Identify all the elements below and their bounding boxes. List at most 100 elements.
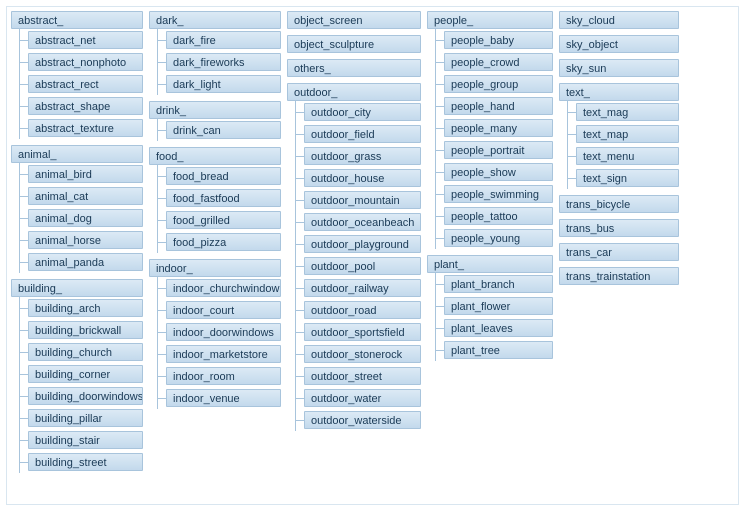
tree-node-child[interactable]: abstract_rect — [28, 75, 143, 93]
tree-node-child[interactable]: people_swimming — [444, 185, 553, 203]
tree-node-parent[interactable]: abstract_ — [11, 11, 143, 29]
tree-node-child[interactable]: abstract_shape — [28, 97, 143, 115]
tree-connector — [20, 308, 28, 309]
tree-node-child[interactable]: people_show — [444, 163, 553, 181]
tree-node-child[interactable]: animal_bird — [28, 165, 143, 183]
tree-node-child[interactable]: outdoor_railway — [304, 279, 421, 297]
tree-node-child[interactable]: dark_fire — [166, 31, 281, 49]
tree-node-child[interactable]: people_tattoo — [444, 207, 553, 225]
tree-node-parent[interactable]: text_ — [559, 83, 679, 101]
tree-node-parent[interactable]: object_screen — [287, 11, 421, 29]
tree-node-child[interactable]: dark_fireworks — [166, 53, 281, 71]
tree-node-child[interactable]: outdoor_city — [304, 103, 421, 121]
column-2: dark_ dark_fire dark_fireworks dark_lightdr… — [149, 11, 281, 409]
tree-node-child[interactable]: building_arch — [28, 299, 143, 317]
tree-node-child[interactable]: outdoor_playground — [304, 235, 421, 253]
tree-node-child[interactable]: plant_branch — [444, 275, 553, 293]
tree-node-parent[interactable]: sky_cloud — [559, 11, 679, 29]
tree-node-parent[interactable]: trans_bicycle — [559, 195, 679, 213]
tree-node-child[interactable]: building_church — [28, 343, 143, 361]
tree-node-child[interactable]: outdoor_field — [304, 125, 421, 143]
tree-node-parent[interactable]: trans_bus — [559, 219, 679, 237]
tree-node-child[interactable]: drink_can — [166, 121, 281, 139]
tree-node-child[interactable]: outdoor_oceanbeach — [304, 213, 421, 231]
tree-node-child[interactable]: indoor_churchwindow — [166, 279, 281, 297]
tree-node-child[interactable]: food_bread — [166, 167, 281, 185]
tree-node-child[interactable]: people_crowd — [444, 53, 553, 71]
tree-connector — [296, 222, 304, 223]
tree-node-child[interactable]: plant_leaves — [444, 319, 553, 337]
tree-node-child[interactable]: indoor_venue — [166, 389, 281, 407]
tree-node-child[interactable]: outdoor_mountain — [304, 191, 421, 209]
tree-node-parent[interactable]: drink_ — [149, 101, 281, 119]
tree-node-child[interactable]: outdoor_stonerock — [304, 345, 421, 363]
tree-node-child[interactable]: plant_tree — [444, 341, 553, 359]
tree-node-child[interactable]: food_grilled — [166, 211, 281, 229]
tree-node-child[interactable]: plant_flower — [444, 297, 553, 315]
tree-child-row: people_tattoo — [436, 205, 553, 227]
tree-node-child[interactable]: building_corner — [28, 365, 143, 383]
tree-node-child[interactable]: food_pizza — [166, 233, 281, 251]
tree-node-parent[interactable]: food_ — [149, 147, 281, 165]
tree-node-parent[interactable]: animal_ — [11, 145, 143, 163]
tree-node-child[interactable]: outdoor_waterside — [304, 411, 421, 429]
tree-node-child[interactable]: outdoor_street — [304, 367, 421, 385]
tree-node-child[interactable]: abstract_nonphoto — [28, 53, 143, 71]
tree-node-child[interactable]: animal_panda — [28, 253, 143, 271]
tree-node-child[interactable]: building_brickwall — [28, 321, 143, 339]
tree-node-parent[interactable]: others_ — [287, 59, 421, 77]
tree-node-child[interactable]: outdoor_water — [304, 389, 421, 407]
tree-node-parent[interactable]: trans_car — [559, 243, 679, 261]
tree-node-child[interactable]: text_mag — [576, 103, 679, 121]
tree-node-parent[interactable]: trans_trainstation — [559, 267, 679, 285]
tree-node-child[interactable]: text_menu — [576, 147, 679, 165]
tree-node-child[interactable]: dark_light — [166, 75, 281, 93]
tree-node-child[interactable]: people_hand — [444, 97, 553, 115]
tree-child-row: people_portrait — [436, 139, 553, 161]
tree-node-child[interactable]: indoor_court — [166, 301, 281, 319]
tree-node-child[interactable]: animal_dog — [28, 209, 143, 227]
tree-node-child[interactable]: outdoor_grass — [304, 147, 421, 165]
tree-child-row: abstract_rect — [20, 73, 143, 95]
tree-node-child[interactable]: indoor_marketstore — [166, 345, 281, 363]
tree-node-parent[interactable]: sky_sun — [559, 59, 679, 77]
tree-node-child[interactable]: outdoor_road — [304, 301, 421, 319]
tree-connector — [158, 354, 166, 355]
tree-node-child[interactable]: people_group — [444, 75, 553, 93]
tree-node-parent[interactable]: object_sculpture — [287, 35, 421, 53]
tree-node-child[interactable]: indoor_room — [166, 367, 281, 385]
tree-connector — [568, 134, 576, 135]
tree-node-child[interactable]: people_baby — [444, 31, 553, 49]
tree-node-child[interactable]: building_stair — [28, 431, 143, 449]
tree-node-child[interactable]: abstract_net — [28, 31, 143, 49]
tree-node-child[interactable]: text_map — [576, 125, 679, 143]
tree-node-parent[interactable]: indoor_ — [149, 259, 281, 277]
tree-node-child[interactable]: outdoor_sportsfield — [304, 323, 421, 341]
tree-node-parent[interactable]: sky_object — [559, 35, 679, 53]
tree-node-child[interactable]: people_many — [444, 119, 553, 137]
tree-connector — [296, 178, 304, 179]
tree-node-child[interactable]: people_portrait — [444, 141, 553, 159]
tree-node-child[interactable]: building_doorwindows — [28, 387, 143, 405]
tree-node-child[interactable]: building_pillar — [28, 409, 143, 427]
tree-node-child[interactable]: text_sign — [576, 169, 679, 187]
tree-node-child[interactable]: building_street — [28, 453, 143, 471]
tree-connector — [296, 376, 304, 377]
tree-node-parent[interactable]: dark_ — [149, 11, 281, 29]
tree-connector — [568, 178, 576, 179]
tree-node-child[interactable]: outdoor_pool — [304, 257, 421, 275]
tree-node-parent[interactable]: plant_ — [427, 255, 553, 273]
tree-node-parent[interactable]: people_ — [427, 11, 553, 29]
tree-node-child[interactable]: people_young — [444, 229, 553, 247]
tree-node-child[interactable]: food_fastfood — [166, 189, 281, 207]
tree-node-parent[interactable]: outdoor_ — [287, 83, 421, 101]
tree-node-child[interactable]: abstract_texture — [28, 119, 143, 137]
tree-node-child[interactable]: animal_cat — [28, 187, 143, 205]
tree-node-child[interactable]: animal_horse — [28, 231, 143, 249]
tree-group: trans_bicycle — [559, 195, 679, 213]
tree-node-child[interactable]: indoor_doorwindows — [166, 323, 281, 341]
tree-node-parent[interactable]: building_ — [11, 279, 143, 297]
tree-node-child[interactable]: outdoor_house — [304, 169, 421, 187]
tree-group: food_ food_bread food_fastfood food_grilled… — [149, 147, 281, 253]
tree-connector — [296, 398, 304, 399]
